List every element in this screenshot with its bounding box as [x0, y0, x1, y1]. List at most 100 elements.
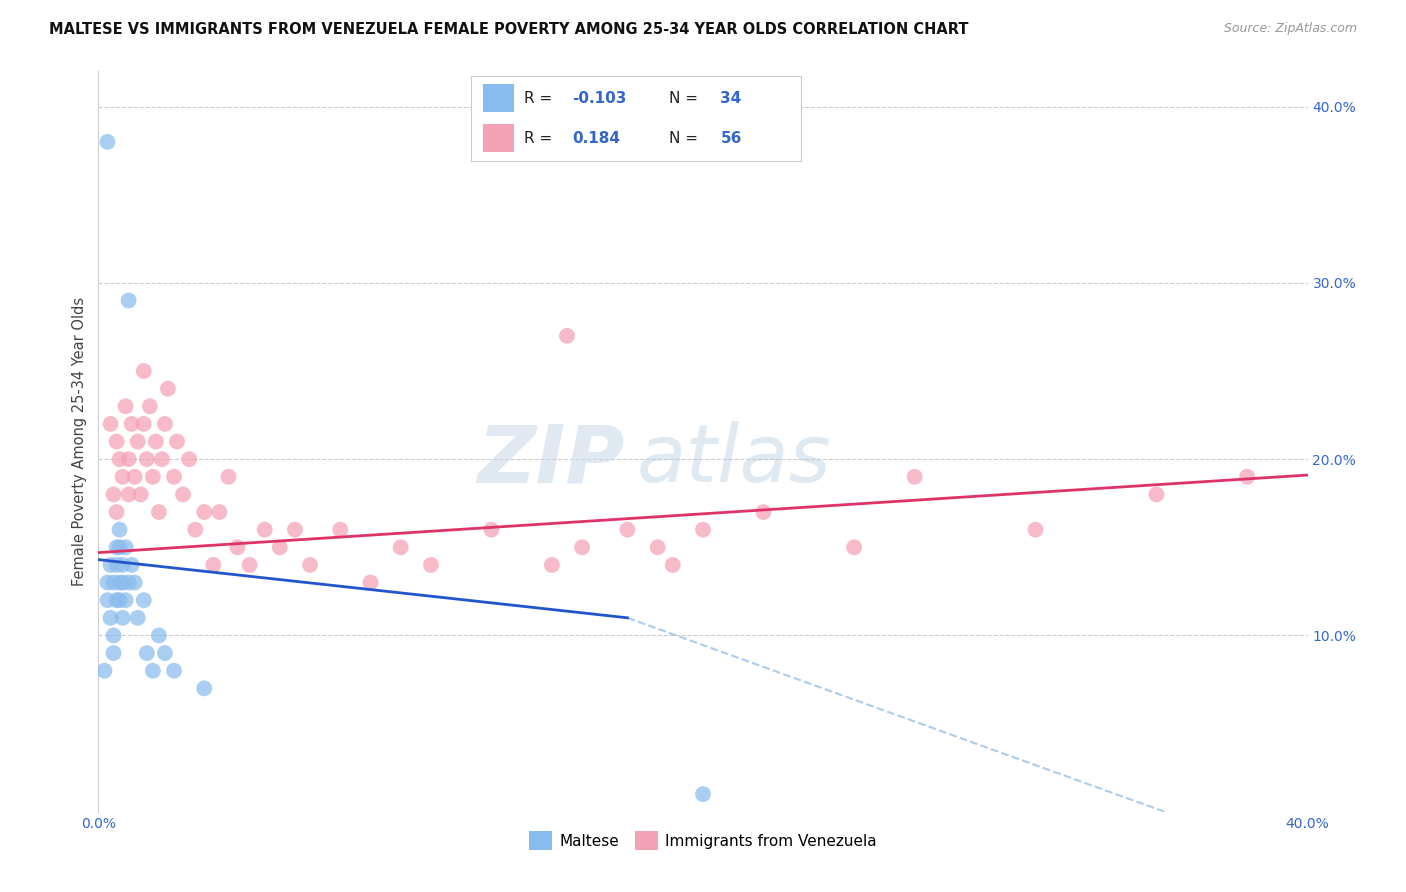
Point	[172, 487, 194, 501]
Point	[103, 646, 125, 660]
Point	[100, 611, 122, 625]
Point	[389, 541, 412, 555]
Point	[108, 523, 131, 537]
Point	[124, 470, 146, 484]
Point	[360, 575, 382, 590]
Point	[481, 523, 503, 537]
Point	[103, 575, 125, 590]
Point	[329, 523, 352, 537]
Point	[299, 558, 322, 572]
Point	[96, 593, 118, 607]
Point	[132, 364, 155, 378]
Point	[132, 593, 155, 607]
Bar	[482, 124, 515, 152]
Point	[153, 417, 176, 431]
Point	[108, 593, 131, 607]
Point	[692, 787, 714, 801]
Point	[148, 505, 170, 519]
Bar	[482, 85, 515, 112]
Point	[844, 541, 866, 555]
Point	[127, 611, 149, 625]
Point	[153, 646, 176, 660]
Point	[571, 541, 593, 555]
Point	[540, 558, 562, 572]
Point	[132, 417, 155, 431]
Point	[904, 470, 927, 484]
Point	[105, 541, 128, 555]
Point	[103, 487, 125, 501]
Point	[193, 681, 215, 696]
Point	[96, 575, 118, 590]
Point	[616, 523, 638, 537]
Text: -0.103: -0.103	[572, 91, 626, 106]
Text: 34: 34	[720, 91, 742, 106]
Point	[163, 664, 186, 678]
Point	[1024, 523, 1046, 537]
Point	[118, 452, 141, 467]
Text: Source: ZipAtlas.com: Source: ZipAtlas.com	[1223, 22, 1357, 36]
Point	[661, 558, 683, 572]
Point	[555, 328, 578, 343]
Point	[284, 523, 307, 537]
Text: N =: N =	[669, 91, 703, 106]
Point	[1236, 470, 1258, 484]
Point	[114, 399, 136, 413]
Text: 56: 56	[720, 130, 742, 145]
Text: MALTESE VS IMMIGRANTS FROM VENEZUELA FEMALE POVERTY AMONG 25-34 YEAR OLDS CORREL: MALTESE VS IMMIGRANTS FROM VENEZUELA FEM…	[49, 22, 969, 37]
Text: N =: N =	[669, 130, 703, 145]
Point	[217, 470, 239, 484]
Point	[127, 434, 149, 449]
Text: 0.184: 0.184	[572, 130, 620, 145]
Point	[184, 523, 207, 537]
Point	[105, 593, 128, 607]
Point	[139, 399, 162, 413]
Point	[202, 558, 225, 572]
Point	[108, 575, 131, 590]
Point	[118, 293, 141, 308]
Point	[100, 417, 122, 431]
Y-axis label: Female Poverty Among 25-34 Year Olds: Female Poverty Among 25-34 Year Olds	[72, 297, 87, 586]
Text: R =: R =	[524, 91, 557, 106]
Point	[193, 505, 215, 519]
Point	[420, 558, 443, 572]
Point	[148, 628, 170, 642]
Legend: Maltese, Immigrants from Venezuela: Maltese, Immigrants from Venezuela	[523, 825, 883, 856]
Point	[163, 470, 186, 484]
Point	[93, 664, 115, 678]
Point	[135, 646, 157, 660]
Point	[121, 558, 143, 572]
Point	[226, 541, 249, 555]
Point	[111, 575, 134, 590]
Point	[129, 487, 152, 501]
Point	[166, 434, 188, 449]
Point	[145, 434, 167, 449]
Point	[105, 558, 128, 572]
Point	[135, 452, 157, 467]
Point	[111, 611, 134, 625]
Point	[156, 382, 179, 396]
Point	[108, 541, 131, 555]
Point	[96, 135, 118, 149]
Point	[692, 523, 714, 537]
Point	[108, 452, 131, 467]
Point	[150, 452, 173, 467]
Point	[111, 470, 134, 484]
Point	[179, 452, 201, 467]
Text: atlas: atlas	[637, 421, 831, 499]
Point	[208, 505, 231, 519]
Point	[124, 575, 146, 590]
Point	[114, 541, 136, 555]
Point	[121, 417, 143, 431]
Point	[100, 558, 122, 572]
Point	[239, 558, 262, 572]
Point	[105, 434, 128, 449]
Point	[647, 541, 669, 555]
Text: R =: R =	[524, 130, 562, 145]
Point	[142, 470, 165, 484]
Point	[269, 541, 291, 555]
Text: ZIP: ZIP	[477, 421, 624, 499]
Point	[103, 628, 125, 642]
Point	[118, 487, 141, 501]
Point	[142, 664, 165, 678]
Point	[114, 593, 136, 607]
